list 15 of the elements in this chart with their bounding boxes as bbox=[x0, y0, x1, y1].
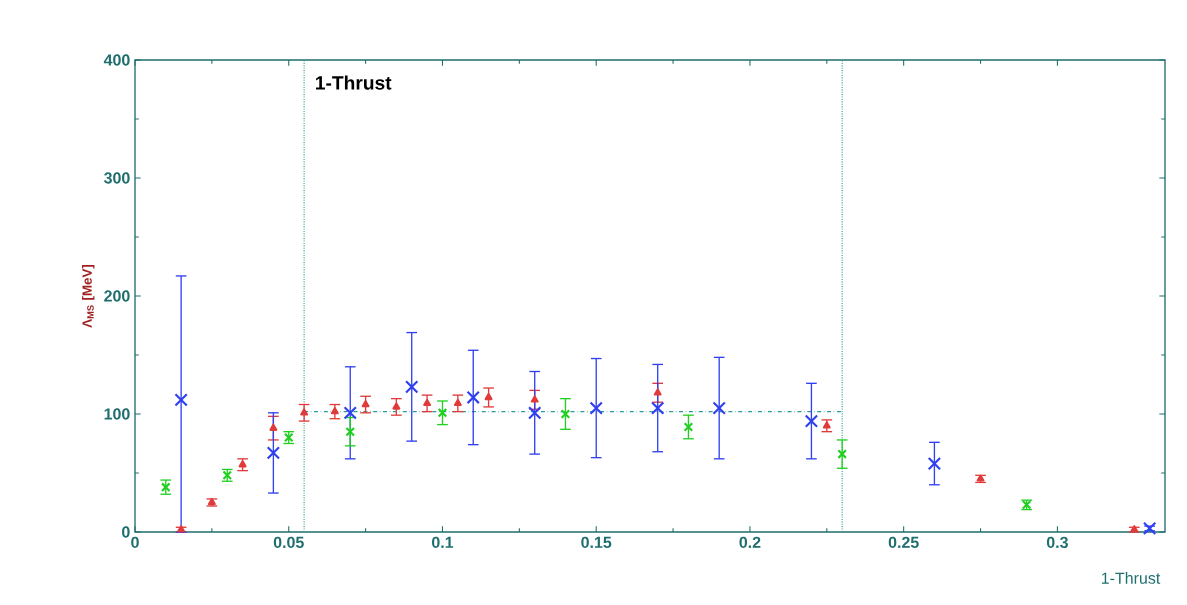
y-tick-label: 100 bbox=[104, 408, 130, 420]
y-tick-label: 200 bbox=[104, 290, 130, 302]
x-tick-label: 0.2 bbox=[739, 536, 761, 549]
y-tick-label: 400 bbox=[103, 54, 130, 66]
text: 1-Thrust bbox=[316, 75, 392, 90]
y-tick-label: 0 bbox=[122, 526, 130, 538]
x-tick-label: 0.25 bbox=[888, 536, 919, 549]
x-tick-label: 0.1 bbox=[431, 536, 454, 549]
x-tick-label: 0.15 bbox=[581, 536, 612, 549]
x-tick-label: 0 bbox=[131, 536, 139, 549]
x-tick-label: 0.3 bbox=[1046, 536, 1068, 549]
y-tick-label: 300 bbox=[103, 172, 130, 184]
x-axis-title: 1-Thrust bbox=[1101, 572, 1161, 584]
x-tick-label: 0.05 bbox=[273, 536, 304, 549]
y-axis-title: Λ$_{MS}$ [MeV] bbox=[82, 264, 95, 328]
